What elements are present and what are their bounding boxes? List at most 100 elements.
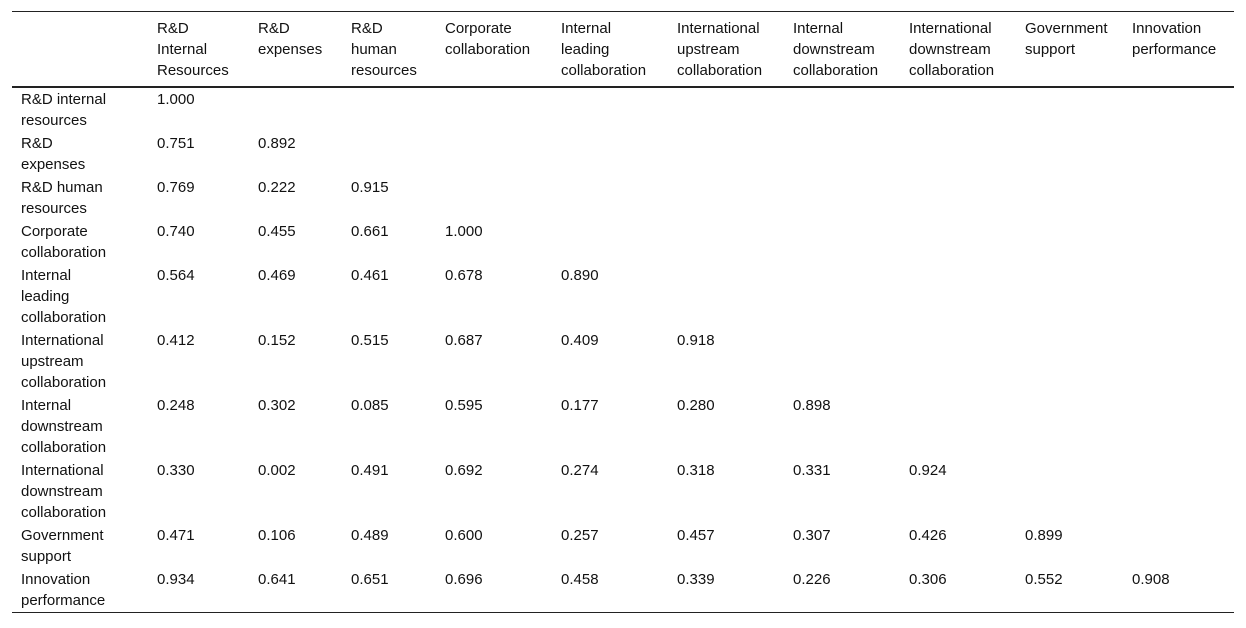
column-header-text: R&D expenses xyxy=(258,20,323,58)
column-header: R&D Internal Resources xyxy=(148,12,249,88)
column-header-text: International downstream collaboration xyxy=(909,20,995,79)
cell: 0.409 xyxy=(561,332,599,349)
cell: 0.106 xyxy=(258,527,296,544)
cell: 0.002 xyxy=(258,462,296,479)
cell: 0.740 xyxy=(157,223,195,240)
cell: 0.641 xyxy=(258,571,296,588)
empty-cell xyxy=(900,329,1016,394)
table-row: R&D human resources 0.769 0.222 0.915 xyxy=(12,176,1234,220)
cell: 0.678 xyxy=(445,267,483,284)
corner-cell xyxy=(12,12,148,88)
cell: 0.152 xyxy=(258,332,296,349)
empty-cell xyxy=(900,264,1016,329)
row-label: Internal leading collaboration xyxy=(21,267,107,326)
empty-cell xyxy=(436,132,552,176)
table-body: R&D internal resources 1.000 R&D expenses 0… xyxy=(12,87,1234,613)
empty-cell xyxy=(900,394,1016,459)
row-label: R&D expenses xyxy=(21,135,86,173)
empty-cell xyxy=(900,176,1016,220)
column-header-text: R&D human resources xyxy=(351,20,417,79)
table-row: International upstream collaboration 0.41… xyxy=(12,329,1234,394)
cell: 0.458 xyxy=(561,571,599,588)
cell: 0.457 xyxy=(677,527,715,544)
column-header-text: International upstream collaboration xyxy=(677,20,763,79)
cell: 0.306 xyxy=(909,571,947,588)
table-row: Innovation performance 0.934 0.641 0.651 0.6… xyxy=(12,568,1234,613)
row-label: R&D human resources xyxy=(21,179,103,217)
cell: 0.918 xyxy=(677,332,715,349)
cell: 0.934 xyxy=(157,571,195,588)
empty-cell xyxy=(1016,132,1123,176)
empty-cell xyxy=(1016,87,1123,132)
table-row: Internal downstream collaboration 0.248 0.… xyxy=(12,394,1234,459)
table-row: R&D internal resources 1.000 xyxy=(12,87,1234,132)
column-header-text: Government support xyxy=(1025,20,1108,58)
cell: 0.280 xyxy=(677,397,715,414)
column-header: Internal leading collaboration xyxy=(552,12,668,88)
column-header: Corporate collaboration xyxy=(436,12,552,88)
column-header: R&D expenses xyxy=(249,12,342,88)
empty-cell xyxy=(436,176,552,220)
cell: 0.455 xyxy=(258,223,296,240)
cell: 0.339 xyxy=(677,571,715,588)
empty-cell xyxy=(1123,176,1234,220)
cell: 0.085 xyxy=(351,397,389,414)
empty-cell xyxy=(668,132,784,176)
column-header: R&D human resources xyxy=(342,12,436,88)
cell: 0.461 xyxy=(351,267,389,284)
correlation-table: R&D Internal Resources R&D expenses R&D hu… xyxy=(12,11,1234,613)
table-header: R&D Internal Resources R&D expenses R&D hu… xyxy=(12,12,1234,88)
table-row: Corporate collaboration 0.740 0.455 0.661 1.… xyxy=(12,220,1234,264)
empty-cell xyxy=(1016,394,1123,459)
cell: 0.177 xyxy=(561,397,599,414)
empty-cell xyxy=(1123,220,1234,264)
empty-cell xyxy=(1123,264,1234,329)
empty-cell xyxy=(1016,176,1123,220)
column-header-text: Corporate collaboration xyxy=(445,20,531,58)
empty-cell xyxy=(668,87,784,132)
cell: 0.491 xyxy=(351,462,389,479)
empty-cell xyxy=(784,176,900,220)
row-label: Government support xyxy=(21,527,104,565)
cell: 0.687 xyxy=(445,332,483,349)
cell: 0.769 xyxy=(157,179,195,196)
cell: 0.515 xyxy=(351,332,389,349)
cell: 0.651 xyxy=(351,571,389,588)
empty-cell xyxy=(668,264,784,329)
cell: 0.892 xyxy=(258,135,296,152)
empty-cell xyxy=(1123,394,1234,459)
empty-cell xyxy=(784,264,900,329)
cell: 0.274 xyxy=(561,462,599,479)
empty-cell xyxy=(1123,524,1234,568)
empty-cell xyxy=(552,220,668,264)
cell: 0.915 xyxy=(351,179,389,196)
column-header: Internal downstream collaboration xyxy=(784,12,900,88)
empty-cell xyxy=(552,176,668,220)
empty-cell xyxy=(1016,459,1123,524)
cell: 0.469 xyxy=(258,267,296,284)
table-row: Government support 0.471 0.106 0.489 0.600 0.… xyxy=(12,524,1234,568)
column-header: Innovation performance xyxy=(1123,12,1234,88)
column-header-text: Innovation performance xyxy=(1132,20,1217,58)
cell: 0.330 xyxy=(157,462,195,479)
cell: 0.696 xyxy=(445,571,483,588)
row-label: Internal downstream collaboration xyxy=(21,397,107,456)
empty-cell xyxy=(436,87,552,132)
empty-cell xyxy=(784,87,900,132)
row-label: Corporate collaboration xyxy=(21,223,107,261)
empty-cell xyxy=(1016,220,1123,264)
cell: 0.595 xyxy=(445,397,483,414)
cell: 0.552 xyxy=(1025,571,1063,588)
cell: 0.489 xyxy=(351,527,389,544)
cell: 1.000 xyxy=(157,91,195,108)
cell: 0.661 xyxy=(351,223,389,240)
empty-cell xyxy=(342,132,436,176)
cell: 0.307 xyxy=(793,527,831,544)
empty-cell xyxy=(1123,87,1234,132)
column-header-text: R&D Internal Resources xyxy=(157,20,229,79)
cell: 0.257 xyxy=(561,527,599,544)
column-header: International downstream collaboration xyxy=(900,12,1016,88)
cell: 0.898 xyxy=(793,397,831,414)
cell: 1.000 xyxy=(445,223,483,240)
